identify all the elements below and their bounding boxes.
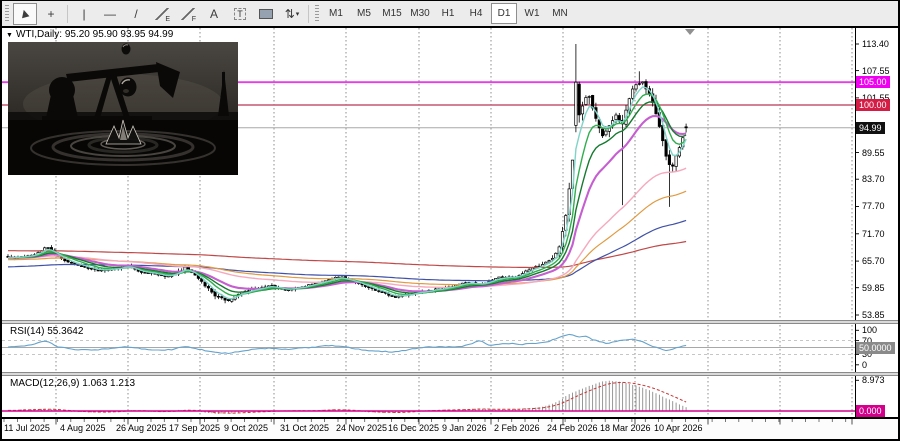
ma-380 bbox=[8, 242, 686, 268]
price-tick-107.55: 107.55 bbox=[862, 66, 890, 76]
tool-trendline[interactable]: / bbox=[124, 3, 148, 25]
text-label-icon: T bbox=[234, 8, 246, 20]
toolbar-separator bbox=[67, 5, 68, 23]
price-tick-59.85: 59.85 bbox=[862, 283, 885, 293]
date-label: 31 Oct 2025 bbox=[280, 423, 329, 433]
tool-equidistant-channel[interactable]: E bbox=[150, 3, 174, 25]
chart-title: ▼WTI,Daily: 95.20 95.90 93.95 94.99 bbox=[6, 29, 173, 40]
chart-dropdown-icon[interactable]: ▼ bbox=[6, 32, 13, 39]
cursor-icon: ▶ bbox=[19, 8, 32, 18]
text-icon: A bbox=[210, 7, 218, 21]
timeframe-d1[interactable]: D1 bbox=[491, 3, 517, 24]
rsi-line bbox=[8, 334, 686, 353]
price-axis[interactable]: 113.40107.55101.5589.5583.7077.7071.7065… bbox=[856, 28, 898, 419]
date-label: 26 Aug 2025 bbox=[116, 423, 167, 433]
rsi-tick-100: 100 bbox=[862, 325, 877, 335]
price-tick-77.70: 77.70 bbox=[862, 201, 885, 211]
arrows-icon: ⇅ bbox=[285, 7, 295, 21]
tool-horizontal-line[interactable]: — bbox=[98, 3, 122, 25]
line-studies-toolbar: ▶ + | — / EF A T ⇅▾ bbox=[12, 3, 305, 25]
date-label: 11 Jul 2025 bbox=[4, 423, 50, 433]
price-axis-separator bbox=[855, 28, 856, 419]
oil-pumpjack-photo[interactable] bbox=[8, 42, 238, 175]
horizontal-line-icon: — bbox=[104, 7, 116, 21]
chart-shift-marker bbox=[685, 29, 695, 35]
macd-label: MACD(12,26,9) 1.063 1.213 bbox=[10, 378, 135, 389]
tool-shapes[interactable] bbox=[254, 3, 278, 25]
macd-tick-8.973: 8.973 bbox=[862, 375, 885, 385]
toolbar-separator bbox=[308, 5, 309, 23]
fibonacci-retracement-icon: F bbox=[181, 8, 195, 20]
trendline-icon: / bbox=[134, 7, 137, 21]
ma-90 bbox=[8, 191, 686, 284]
tool-crosshair[interactable]: + bbox=[39, 3, 63, 25]
price-tick-71.70: 71.70 bbox=[862, 229, 885, 239]
date-label: 9 Jan 2026 bbox=[442, 423, 487, 433]
tool-arrows[interactable]: ⇅▾ bbox=[280, 3, 304, 25]
price-tick-83.70: 83.70 bbox=[862, 174, 885, 184]
timeframe-m5[interactable]: M5 bbox=[351, 3, 377, 24]
chart-title-text: WTI,Daily: 95.20 95.90 93.95 94.99 bbox=[16, 29, 173, 40]
timeframe-h1[interactable]: H1 bbox=[435, 3, 461, 24]
toolbar-divider bbox=[0, 26, 900, 28]
timeframe-h4[interactable]: H4 bbox=[463, 3, 489, 24]
date-label: 24 Feb 2026 bbox=[547, 423, 598, 433]
date-label: 2 Feb 2026 bbox=[494, 423, 540, 433]
timeframes-toolbar: M1M5M15M30H1H4D1W1MN bbox=[322, 3, 574, 24]
tool-cursor[interactable]: ▶ bbox=[13, 3, 37, 25]
macd-zero-badge: 0.000 bbox=[856, 405, 885, 417]
tool-fibonacci-retracement[interactable]: F bbox=[176, 3, 200, 25]
date-label: 24 Nov 2025 bbox=[336, 423, 387, 433]
tool-vertical-line[interactable]: | bbox=[72, 3, 96, 25]
price-tick-65.70: 65.70 bbox=[862, 256, 885, 266]
ma-60 bbox=[8, 168, 686, 287]
window-border-top bbox=[0, 0, 900, 1]
rsi-macd-splitter[interactable] bbox=[2, 372, 898, 376]
timeframe-m1[interactable]: M1 bbox=[323, 3, 349, 24]
timeframe-mn[interactable]: MN bbox=[547, 3, 573, 24]
timeframe-m15[interactable]: M15 bbox=[379, 3, 405, 24]
toolbar-grip[interactable] bbox=[5, 5, 9, 23]
mt4-chart-window: ▶ + | — / EF A T ⇅▾ M1M5M15M30H1H4D1W1MN 113.40 1… bbox=[0, 0, 900, 441]
current-price-badge: 94.99 bbox=[856, 122, 885, 134]
price-tick-53.85: 53.85 bbox=[862, 310, 885, 320]
ma-160 bbox=[8, 220, 686, 280]
time-axis[interactable]: 11 Jul 2025 4 Aug 2025 26 Aug 202517 Sep 2… bbox=[2, 419, 898, 439]
timeframe-w1[interactable]: W1 bbox=[519, 3, 545, 24]
date-label: 17 Sep 2025 bbox=[169, 423, 220, 433]
main-rsi-splitter[interactable] bbox=[2, 320, 898, 324]
tool-text-label[interactable]: T bbox=[228, 3, 252, 25]
timeframe-toolbar-grip[interactable] bbox=[315, 5, 319, 23]
rsi-panel bbox=[2, 334, 855, 354]
date-label: 18 Mar 2026 bbox=[600, 423, 651, 433]
timeframe-m30[interactable]: M30 bbox=[407, 3, 433, 24]
shapes-icon bbox=[259, 9, 273, 19]
oil-pool-ripples bbox=[8, 120, 238, 175]
toolbar: ▶ + | — / EF A T ⇅▾ M1M5M15M30H1H4D1W1MN bbox=[2, 1, 898, 26]
vertical-line-icon: | bbox=[82, 7, 85, 21]
tool-text[interactable]: A bbox=[202, 3, 226, 25]
price-tick-89.55: 89.55 bbox=[862, 148, 885, 158]
crosshair-icon: + bbox=[47, 7, 54, 21]
equidistant-channel-icon: E bbox=[155, 8, 169, 20]
date-label: 4 Aug 2025 bbox=[60, 423, 106, 433]
macd-timeaxis-divider bbox=[0, 417, 900, 419]
rsi-tick-0: 0 bbox=[862, 360, 867, 370]
rsi-label: RSI(14) 55.3642 bbox=[10, 326, 83, 337]
date-label: 10 Apr 2026 bbox=[654, 423, 703, 433]
date-label: 16 Dec 2025 bbox=[388, 423, 439, 433]
date-label: 9 Oct 2025 bbox=[224, 423, 268, 433]
window-border-left bbox=[0, 0, 2, 441]
level-badge-105: 105.00 bbox=[856, 76, 890, 88]
dropdown-caret-icon: ▾ bbox=[296, 10, 300, 18]
rsi-level-badge: 50.0000 bbox=[856, 342, 895, 354]
price-tick-113.40: 113.40 bbox=[862, 39, 889, 49]
level-badge-100: 100.00 bbox=[856, 99, 890, 111]
